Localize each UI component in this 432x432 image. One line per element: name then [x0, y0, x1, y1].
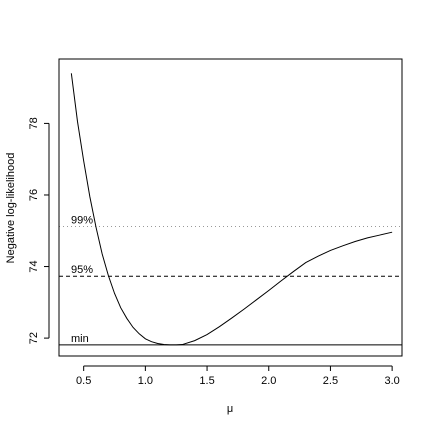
x-tick-label: 3.0	[384, 375, 399, 387]
y-tick-label: 78	[28, 117, 40, 129]
x-tick-label: 2.5	[323, 375, 338, 387]
ref-label-1: 95%	[71, 264, 93, 276]
y-tick-label: 76	[28, 189, 40, 201]
ref-label-2: 99%	[71, 214, 93, 226]
x-tick-label: 1.5	[199, 375, 214, 387]
curve-line-0	[70, 73, 393, 346]
y-tick-label: 72	[28, 332, 40, 344]
y-axis-title: Negative log-likelihood	[5, 153, 17, 264]
axis-layer: 0.5 1.0 1.5 2.0 2.5 3.0 72 74 76 78	[28, 117, 400, 387]
x-tick-label: 1.0	[138, 375, 153, 387]
plot-layer: min 95% 99%	[59, 73, 402, 346]
ref-label-0: min	[71, 333, 89, 345]
plot-frame	[58, 58, 403, 357]
x-tick-label: 2.0	[261, 375, 276, 387]
x-axis-title: μ	[227, 403, 233, 415]
x-tick-label: 0.5	[76, 375, 91, 387]
y-tick-label: 74	[28, 260, 40, 272]
